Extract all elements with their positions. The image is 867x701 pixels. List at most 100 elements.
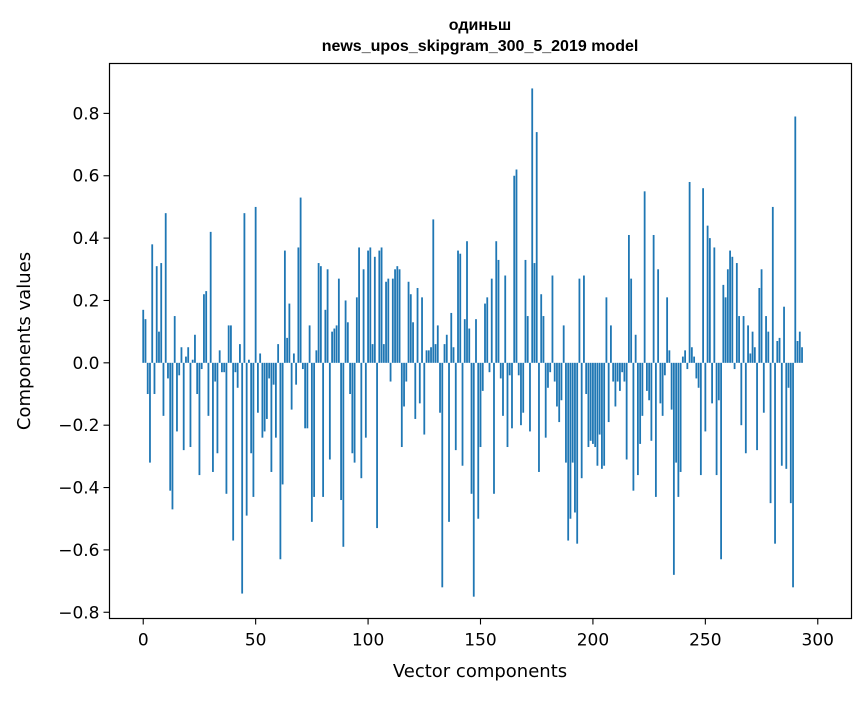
bar-component-69 [297,247,300,363]
y-tick-label: −0.4 [58,479,99,499]
bar-component-195 [580,362,583,479]
bar-component-134 [443,344,446,363]
bar-component-112 [394,269,396,363]
bar-component-203 [598,362,601,435]
bar-component-279 [769,362,772,504]
x-tick-label: 150 [464,631,496,651]
bar-component-175 [535,132,538,363]
bar-component-196 [583,275,585,363]
bar-component-67 [292,353,295,363]
bar-component-213 [621,362,624,373]
bar-component-32 [214,362,217,382]
bar-component-141 [459,253,462,363]
bar-component-255 [715,362,718,476]
bar-component-55 [265,362,268,419]
bar-component-29 [207,362,210,416]
bar-component-24 [196,362,199,395]
bar-component-219 [634,334,637,363]
bar-component-123 [418,362,421,404]
bar-component-131 [436,325,439,363]
y-tick-label: −0.2 [58,416,99,436]
bar-component-77 [315,350,318,363]
bar-component-150 [479,362,482,448]
bar-component-137 [450,312,453,363]
bar-component-89 [342,362,345,547]
bar-component-18 [182,362,185,451]
bar-component-197 [585,362,588,395]
bar-component-248 [699,362,702,476]
bar-component-88 [340,362,342,501]
bar-component-120 [412,322,414,363]
bar-component-76 [313,362,316,497]
bar-component-65 [288,303,291,363]
bar-component-264 [735,263,738,363]
bar-component-210 [614,362,617,407]
bar-component-17 [180,347,183,363]
bar-component-136 [448,362,450,522]
bar-component-164 [511,362,513,429]
bar-component-193 [576,362,579,544]
bar-component-169 [522,362,525,413]
bar-component-223 [643,191,646,363]
y-tick-label: 0.0 [72,354,99,374]
bar-component-277 [765,316,767,363]
bar-component-28 [205,291,208,363]
bar-component-261 [729,250,731,363]
bar-component-234 [668,350,671,363]
bar-component-229 [657,269,660,363]
bar-component-263 [733,362,736,370]
bar-component-34 [218,350,221,363]
bar-component-95 [355,297,358,363]
bar-component-84 [331,331,333,363]
bar-component-140 [457,250,459,363]
bar-component-109 [387,278,390,363]
bar-component-117 [405,362,408,382]
bar-component-94 [353,362,356,463]
bar-component-54 [263,362,266,432]
bar-component-80 [322,362,325,497]
bar-component-288 [789,362,792,504]
bar-component-222 [641,362,644,416]
bar-component-133 [441,362,444,588]
bar-component-173 [531,88,534,363]
bar-component-4 [151,244,154,363]
bar-component-85 [333,328,336,363]
bar-component-139 [454,362,457,451]
bar-component-101 [369,247,372,363]
bar-component-10 [164,213,167,363]
bar-component-43 [239,344,241,363]
bar-component-135 [445,334,448,363]
bar-component-198 [587,362,590,448]
bar-component-90 [344,300,347,363]
bar-component-186 [560,362,563,401]
bar-component-206 [605,297,608,363]
bar-component-25 [198,362,201,476]
bar-component-37 [225,362,228,494]
bar-component-158 [497,259,500,363]
bar-component-59 [274,362,277,438]
bar-component-46 [245,362,248,516]
bar-component-233 [666,297,669,363]
bar-component-252 [708,238,711,363]
y-tick-label: 0.6 [72,167,99,187]
bar-component-281 [774,362,776,544]
bar-component-212 [619,362,621,391]
bar-component-190 [569,362,572,519]
bar-component-38 [227,325,230,363]
bar-component-104 [376,362,378,529]
bar-component-225 [648,362,651,401]
bar-component-157 [495,241,498,363]
y-tick-label: −0.6 [58,541,99,561]
bar-component-31 [212,362,214,472]
bar-component-125 [423,362,426,435]
y-tick-label: 0.4 [72,229,99,249]
bar-component-114 [398,269,401,363]
bar-component-250 [704,362,707,432]
bar-component-105 [378,250,381,363]
bar-component-262 [731,256,734,363]
bar-component-251 [706,225,709,363]
bar-component-41 [234,362,237,373]
bar-component-208 [610,325,612,363]
bar-component-118 [407,281,410,363]
